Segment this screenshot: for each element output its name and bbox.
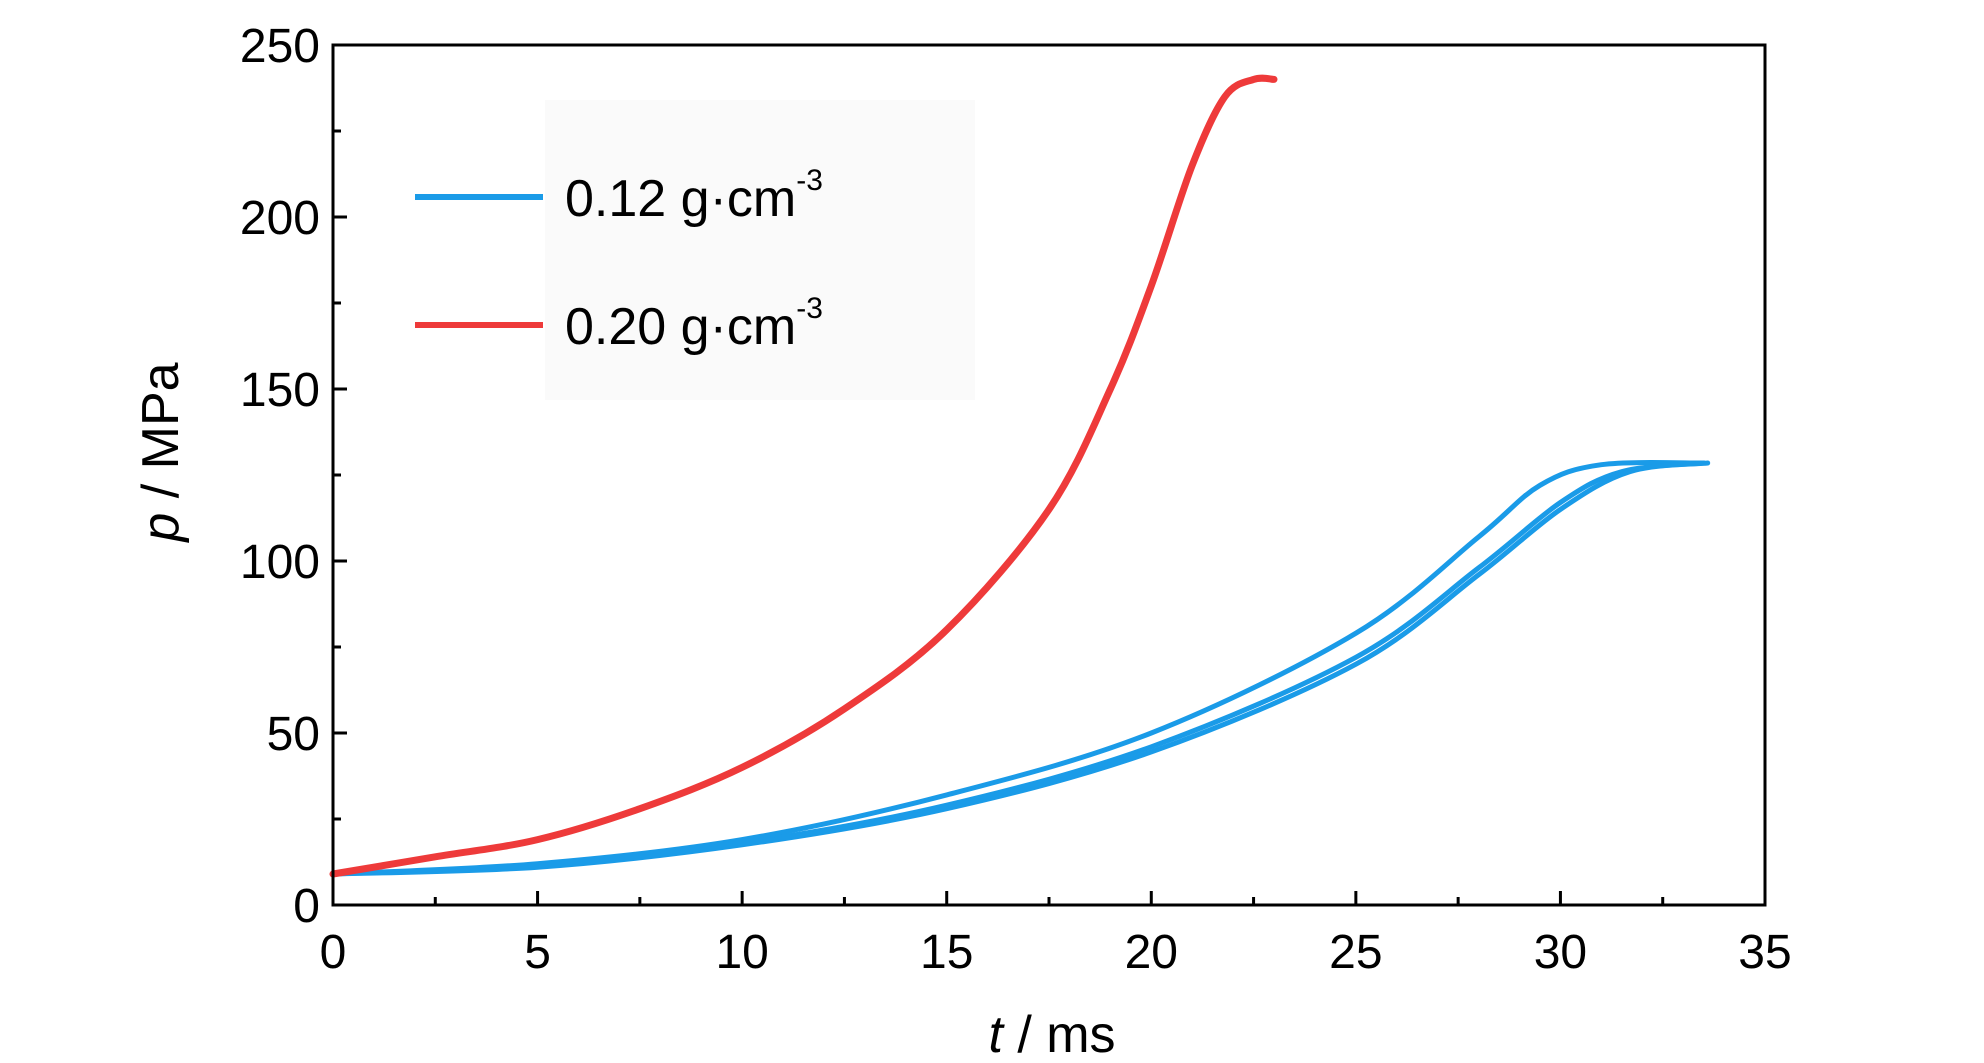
y-tick-label: 200	[240, 192, 320, 245]
y-tick-label: 250	[240, 20, 320, 73]
curves-layer	[329, 74, 1711, 878]
x-tick-label: 35	[1738, 926, 1791, 979]
x-axis-title-unit: / ms	[1003, 1006, 1116, 1063]
y-axis-title-unit: / MPa	[132, 362, 190, 512]
series-0-line-1	[330, 460, 1707, 877]
x-axis: 0 5 10 15 20 25 30 35	[320, 891, 1792, 979]
x-tick-label: 10	[715, 926, 768, 979]
legend: 0.12 g·cm-3 0.20 g·cm-3	[415, 164, 823, 356]
y-tick-label: 0	[293, 880, 320, 933]
x-tick-label: 5	[524, 926, 551, 979]
y-axis: 0 50 100 150 200 250	[240, 20, 347, 933]
legend-label-0.12: 0.12 g·cm-3	[565, 164, 823, 228]
legend-item-0.12: 0.12 g·cm-3	[415, 164, 823, 228]
x-tick-label: 15	[920, 926, 973, 979]
legend-label-0.20: 0.20 g·cm-3	[565, 292, 823, 356]
y-tick-label: 100	[240, 536, 320, 589]
x-tick-label: 20	[1125, 926, 1178, 979]
x-tick-label: 25	[1329, 926, 1382, 979]
y-axis-title: p / MPa	[132, 362, 190, 543]
series-0-line-0	[330, 460, 1707, 877]
y-axis-title-symbol: p	[132, 513, 190, 544]
x-tick-label: 30	[1534, 926, 1587, 979]
x-axis-title: t / ms	[988, 1006, 1115, 1063]
y-tick-label: 50	[267, 708, 320, 761]
legend-item-0.20: 0.20 g·cm-3	[415, 292, 823, 356]
x-axis-title-symbol: t	[988, 1006, 1005, 1063]
series-0-line-2	[330, 460, 1711, 877]
x-tick-label: 0	[320, 926, 347, 979]
series-1-line-0	[329, 74, 1278, 878]
y-tick-label: 150	[240, 364, 320, 417]
legend-background	[545, 100, 975, 400]
